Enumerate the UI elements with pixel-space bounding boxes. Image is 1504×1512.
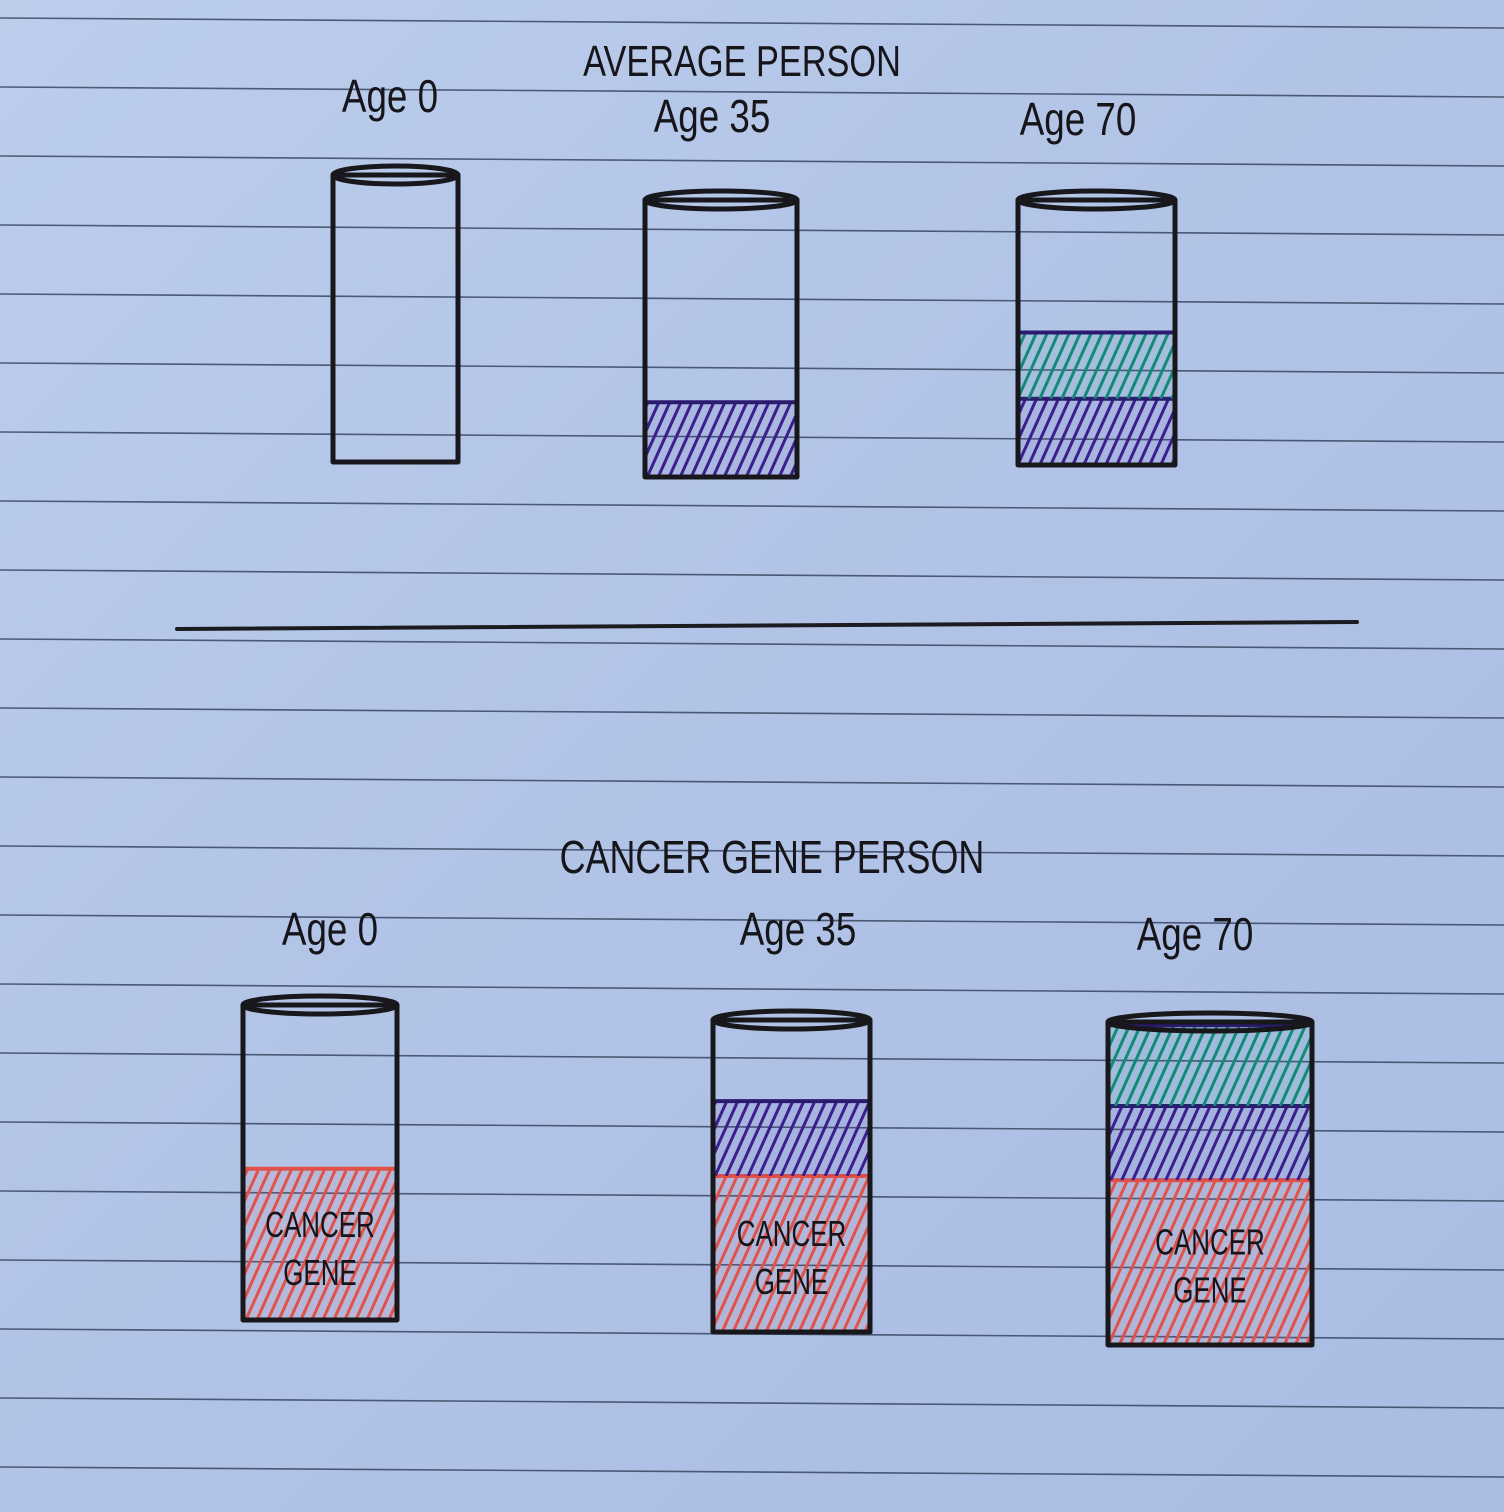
cup-outline [1105, 1019, 1315, 1348]
cup-outline [710, 1017, 873, 1335]
ruled-line [0, 569, 1504, 581]
ruled-line [0, 1052, 1504, 1064]
cup-rim [1015, 188, 1178, 212]
cup-label: Age 70 [1137, 908, 1254, 960]
ruled-line [0, 362, 1504, 374]
cup-label: Age 35 [654, 90, 771, 142]
ruled-line [0, 983, 1504, 995]
section-title-average: AVERAGE PERSON [583, 37, 901, 86]
fill-segment [1108, 1105, 1312, 1181]
ruled-line [0, 293, 1504, 305]
fill-segment [1018, 398, 1175, 465]
section-title-cancer-gene: CANCER GENE PERSON [560, 832, 985, 883]
cup-age-70: Age 70 [1015, 93, 1178, 468]
fill-segment [1108, 1025, 1312, 1106]
section-divider [175, 620, 1359, 631]
cup-label: Age 35 [740, 903, 857, 955]
fill-segment [713, 1176, 870, 1332]
ruled-line [0, 707, 1504, 719]
ruled-line [0, 1466, 1504, 1478]
fill-segment [1018, 332, 1175, 399]
cup-rim [710, 1008, 873, 1032]
cup-rim [642, 188, 800, 212]
cup-outline [1015, 197, 1178, 468]
segment-text: CANCER [737, 1214, 846, 1254]
cup-rim [1105, 1010, 1315, 1034]
cup-outline [330, 172, 461, 465]
ruled-line [0, 1397, 1504, 1409]
cup-label: Age 0 [282, 903, 378, 955]
fill-segment [243, 1168, 397, 1321]
fill-segment [645, 402, 797, 477]
fill-segment [1108, 1180, 1312, 1346]
cup-outline [240, 1002, 400, 1323]
ruled-line [0, 845, 1504, 857]
ruled-line [0, 86, 1504, 98]
segment-text: GENE [755, 1262, 828, 1302]
segment-text: GENE [283, 1253, 356, 1293]
ruled-lines [0, 17, 1504, 1478]
cup-age-0: Age 0 CANCER GENE [240, 903, 400, 1323]
ruled-line [0, 638, 1504, 650]
segment-text: CANCER [265, 1205, 374, 1245]
cup-age-35: Age 35 CANCER GENE [710, 903, 873, 1335]
segment-text: CANCER [1155, 1222, 1264, 1262]
cup-age-0: Age 0 [330, 70, 461, 465]
cup-rim [240, 993, 400, 1017]
cup-label: Age 70 [1020, 93, 1137, 145]
ruled-line [0, 224, 1504, 236]
ruled-line [0, 776, 1504, 788]
fill-segment [713, 1101, 870, 1176]
segment-text: GENE [1173, 1270, 1246, 1310]
cup-label: Age 0 [342, 70, 438, 122]
cup-age-35: Age 35 [642, 90, 800, 480]
ruled-line [0, 914, 1504, 926]
ruled-line [0, 1190, 1504, 1202]
cup-outline [642, 197, 800, 480]
cup-rim [330, 163, 461, 187]
ruled-line [0, 155, 1504, 167]
ruled-line [0, 500, 1504, 512]
cup-age-70: Age 70 CANCER GENE [1105, 908, 1315, 1348]
ruled-line [0, 17, 1504, 29]
